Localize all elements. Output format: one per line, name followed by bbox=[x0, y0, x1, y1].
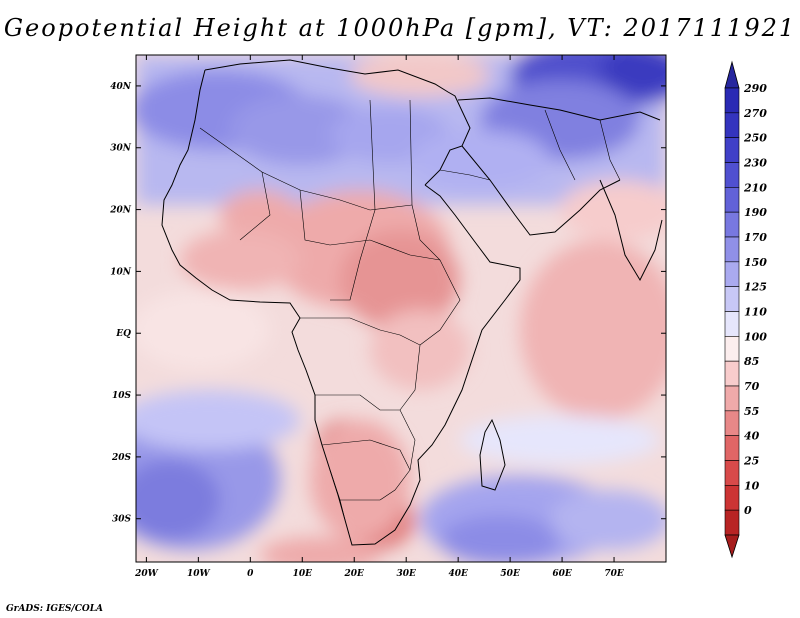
colorbar-label: 0 bbox=[744, 504, 752, 517]
lat-tick-label: 30S bbox=[112, 515, 132, 525]
lon-tick-label: 50E bbox=[500, 569, 520, 579]
lon-tick-label: 20W bbox=[134, 569, 159, 579]
lat-tick-label: 20S bbox=[111, 453, 132, 463]
colorbar-label: 100 bbox=[744, 330, 767, 343]
lat-tick-label: 40N bbox=[110, 82, 132, 92]
colorbar-label: 210 bbox=[743, 181, 767, 194]
colorbar-swatch bbox=[724, 385, 740, 412]
colorbar-swatch bbox=[724, 336, 740, 362]
colorbar-label: 70 bbox=[744, 380, 760, 393]
colorbar-swatch bbox=[724, 360, 740, 387]
lon-tick-label: 0 bbox=[247, 569, 254, 579]
colorbar-label: 230 bbox=[743, 157, 767, 170]
colorbar-label: 270 bbox=[743, 107, 767, 120]
colorbar-swatch bbox=[724, 286, 740, 312]
colorbar-swatch bbox=[724, 211, 740, 238]
grads-credit: GrADS: IGES/COLA bbox=[6, 604, 104, 614]
colorbar-label: 10 bbox=[744, 479, 760, 492]
colorbar-swatch bbox=[724, 509, 740, 536]
lon-tick-label: 20E bbox=[344, 569, 365, 579]
colorbar-top-arrow bbox=[724, 60, 740, 89]
lat-tick-label: 10N bbox=[110, 267, 132, 277]
colorbar-swatch bbox=[724, 137, 740, 163]
colorbar-swatch bbox=[724, 236, 740, 263]
longitude-axis: 20W 10W 0 10E 20E 30E 40E 50E 60E 70E bbox=[134, 55, 624, 579]
colorbar-swatch bbox=[724, 485, 740, 511]
lon-tick-label: 10E bbox=[293, 569, 313, 579]
latitude-axis: 40N 30N 20N 10N EQ 10S 20S 30S bbox=[109, 82, 666, 525]
plot-frame bbox=[135, 54, 667, 563]
colorbar-swatch bbox=[724, 112, 740, 138]
lat-tick-label: EQ bbox=[115, 329, 131, 339]
lon-tick-label: 40E bbox=[448, 569, 468, 579]
colorbar-label: 85 bbox=[744, 355, 759, 368]
country-borders bbox=[199, 99, 621, 521]
chart-title: Geopotential Height at 1000hPa [gpm], VT… bbox=[3, 14, 797, 42]
colorbar-swatch bbox=[724, 162, 740, 188]
colorbar-label: 125 bbox=[744, 281, 767, 294]
colorbar-label: 290 bbox=[743, 82, 767, 95]
colorbar-label: 55 bbox=[744, 405, 759, 418]
lat-tick-label: 30N bbox=[110, 144, 132, 154]
colorbar-swatch bbox=[724, 187, 740, 213]
colorbar-swatch bbox=[724, 460, 740, 486]
colorbar-swatch bbox=[724, 311, 740, 337]
height-field bbox=[136, 55, 666, 562]
colorbar-bottom-arrow bbox=[724, 534, 740, 559]
colorbar-label: 170 bbox=[744, 231, 767, 244]
lat-tick-label: 10S bbox=[112, 391, 132, 401]
colorbar-label: 110 bbox=[744, 306, 767, 319]
lat-tick-label: 20N bbox=[109, 206, 132, 216]
colorbar-swatch bbox=[724, 435, 740, 461]
colorbar-swatch bbox=[724, 261, 740, 287]
colorbar-label: 25 bbox=[743, 455, 759, 468]
colorbar-swatch bbox=[724, 87, 740, 114]
colorbar-swatch bbox=[724, 410, 740, 436]
colorbar-label: 250 bbox=[743, 132, 767, 145]
lon-tick-label: 70E bbox=[604, 569, 624, 579]
lon-tick-label: 10W bbox=[187, 569, 211, 579]
colorbar-label: 190 bbox=[744, 206, 767, 219]
lon-tick-label: 60E bbox=[552, 569, 572, 579]
colorbar-label: 150 bbox=[744, 256, 767, 269]
colorbar: 2902702502302101901701501251101008570554… bbox=[724, 60, 767, 559]
colorbar-label: 40 bbox=[744, 430, 760, 443]
lon-tick-label: 30E bbox=[397, 569, 417, 579]
